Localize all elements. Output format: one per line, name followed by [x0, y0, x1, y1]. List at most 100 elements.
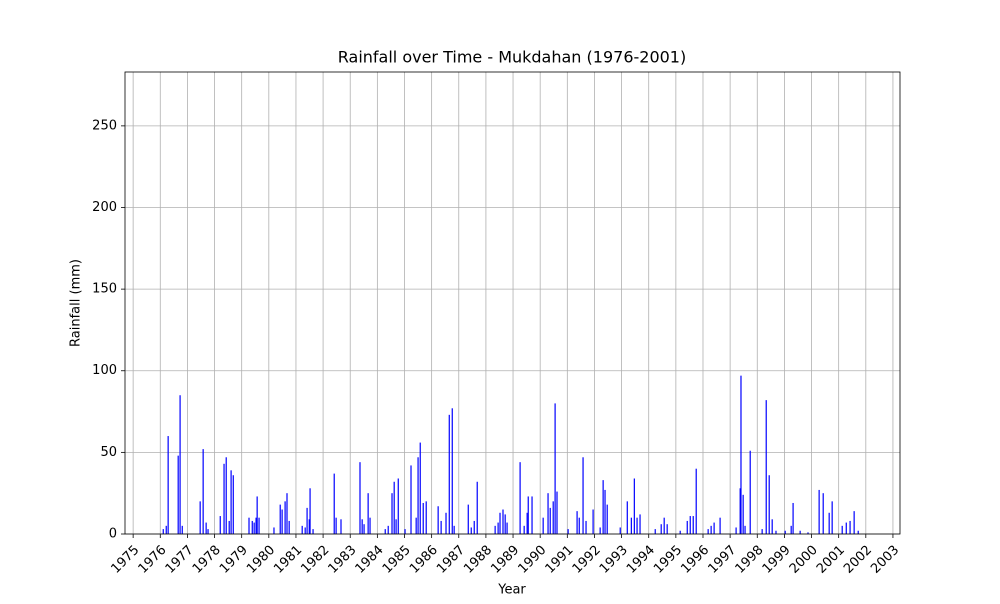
bar [391, 493, 393, 534]
bar [202, 449, 204, 534]
bar [333, 473, 335, 534]
bar [828, 512, 830, 534]
bar [663, 517, 665, 534]
y-axis-label: Rainfall (mm) [69, 259, 84, 347]
bar [384, 529, 386, 534]
bar [765, 400, 767, 534]
bar [554, 403, 556, 534]
bar [304, 527, 306, 534]
y-tick-label: 150 [92, 282, 117, 297]
bar [849, 520, 851, 534]
y-tick-label: 0 [109, 527, 117, 542]
bar [604, 489, 606, 534]
bar [301, 525, 303, 534]
bar [177, 455, 179, 534]
bar [309, 488, 311, 534]
bar [784, 530, 786, 534]
bar [735, 527, 737, 534]
bar [742, 494, 744, 534]
bar [476, 481, 478, 534]
bar [205, 522, 207, 534]
bar [599, 527, 601, 534]
bar [410, 465, 412, 534]
bar [363, 524, 365, 534]
bar [340, 519, 342, 534]
bar [790, 525, 792, 534]
bar [775, 530, 777, 534]
bar [739, 488, 741, 534]
bar [679, 530, 681, 534]
bar [619, 527, 621, 534]
bar [165, 525, 167, 534]
bar [225, 457, 227, 534]
plot-frame [124, 71, 901, 535]
bar [692, 516, 694, 534]
bar [768, 475, 770, 534]
bar [626, 501, 628, 534]
bar [639, 514, 641, 534]
bar [448, 414, 450, 534]
bar [713, 522, 715, 534]
bar [417, 457, 419, 534]
bar [473, 520, 475, 534]
bar [526, 512, 528, 534]
bar [279, 504, 281, 534]
x-axis-label: Year [497, 583, 526, 598]
bar [494, 525, 496, 534]
bar [710, 525, 712, 534]
bar [453, 525, 455, 534]
bar [799, 530, 801, 534]
bar [361, 519, 363, 534]
bar [578, 517, 580, 534]
bar [853, 511, 855, 534]
bar [499, 512, 501, 534]
bar [630, 517, 632, 534]
bar [585, 520, 587, 534]
bar [467, 504, 469, 534]
bar [335, 517, 337, 534]
y-tick-label: 50 [100, 445, 117, 460]
bar [695, 468, 697, 534]
bar [502, 509, 504, 534]
bar [707, 529, 709, 534]
bar [686, 520, 688, 534]
y-tick-label: 200 [92, 200, 117, 215]
bar [845, 522, 847, 534]
bar [251, 520, 253, 534]
bar [230, 470, 232, 534]
bar [162, 529, 164, 534]
bar [256, 496, 258, 534]
bar [841, 525, 843, 534]
bar [422, 502, 424, 534]
bar [228, 520, 230, 534]
bar [531, 496, 533, 534]
bar [831, 501, 833, 534]
bar [633, 478, 635, 534]
bar [592, 509, 594, 534]
bar [719, 517, 721, 534]
bar [281, 509, 283, 534]
bar [425, 501, 427, 534]
bar [367, 493, 369, 534]
bar [306, 507, 308, 534]
bar [404, 529, 406, 534]
bar [284, 501, 286, 534]
bar [740, 375, 742, 534]
bar [582, 457, 584, 534]
bar [415, 517, 417, 534]
bar [181, 525, 183, 534]
bar [419, 442, 421, 534]
bar [393, 481, 395, 534]
chart-title: Rainfall over Time - Mukdahan (1976-2001… [338, 48, 686, 67]
bar [523, 525, 525, 534]
bar [761, 529, 763, 534]
bar [167, 436, 169, 534]
bar [445, 512, 447, 534]
bar [504, 514, 506, 534]
bar [749, 450, 751, 534]
bar [807, 532, 809, 534]
bar [606, 504, 608, 534]
bar [223, 463, 225, 534]
bar [556, 491, 558, 534]
